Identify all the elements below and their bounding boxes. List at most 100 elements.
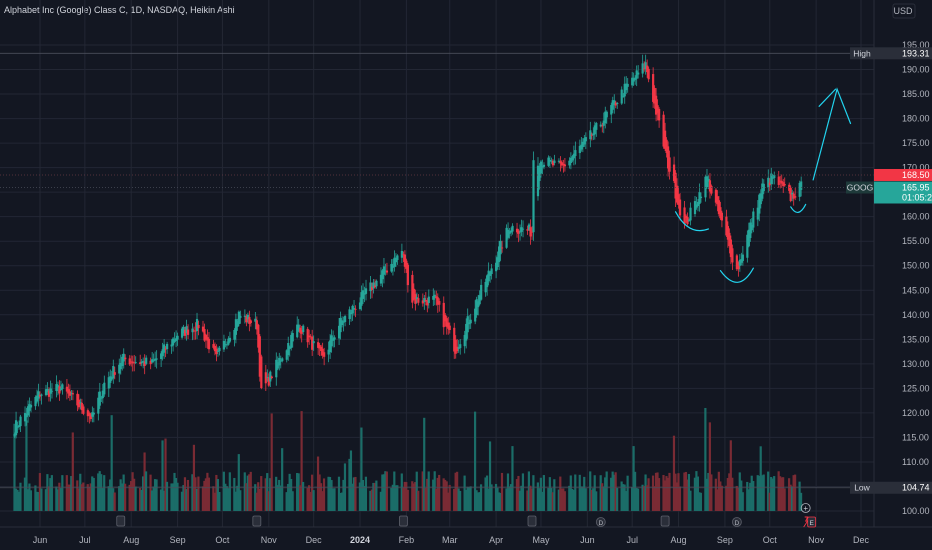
volume-bar [144,471,148,511]
volume-bar [530,488,534,511]
candle-body [557,160,561,162]
candle-body [662,114,665,147]
earnings-marker[interactable] [252,515,262,527]
volume-bar [197,476,200,511]
candle-body [616,102,619,105]
candle-body [339,317,342,333]
candle-body [309,336,312,338]
volume-bar [580,486,583,511]
candle-body [655,95,658,115]
volume-bar [720,485,723,511]
volume-bar [384,471,387,511]
candle-body [539,161,543,174]
volume-bar [581,486,584,511]
candle-body [463,334,466,347]
dividend-marker[interactable] [595,517,606,527]
time-tick-label: Feb [399,535,415,545]
volume-bar [447,492,450,511]
symbol-tag-label-bg [846,181,874,194]
candle-body [599,124,602,127]
volume-bar [245,483,248,511]
candles [13,54,803,439]
volume-bar [445,481,448,511]
volume-bar [150,490,154,511]
candle-body [361,290,365,299]
volume-bar [485,475,489,511]
earnings-marker[interactable] [660,515,670,527]
candle-body [122,353,125,362]
candle-body [19,416,22,427]
candle-body [281,358,284,362]
volume-bar [604,477,607,511]
candle-body [291,333,294,342]
volume-bar [351,483,354,511]
volume-bar [707,472,710,511]
drawing-left-shoulder[interactable] [674,211,710,232]
price-tick-label: 195.00 [902,40,930,50]
volume-bar [133,478,136,511]
candle-body [65,386,69,392]
add-event-button[interactable] [800,503,811,513]
volume-bar [527,471,531,511]
volume-bar [246,475,249,511]
volume-bar [307,485,311,511]
drawing-head[interactable] [719,267,754,283]
volume-bar [595,491,598,511]
candle-body [641,63,644,74]
volume-bar [644,474,647,511]
volume-bar [490,484,493,511]
volume-bar [118,486,121,511]
volume-bar [260,476,263,511]
candle-body [369,282,372,292]
volume-bar [484,477,487,511]
volume-bar [601,483,604,511]
candle-body [635,70,638,79]
volume-bar [68,484,71,511]
earnings-marker[interactable] [398,515,408,527]
candle-body [699,196,703,199]
candle-body [432,295,435,300]
candle-body [568,160,571,166]
candle-body [130,361,133,363]
volume-bar [475,490,478,511]
drawing-right-shoulder[interactable] [790,203,807,213]
prev-price-tag-bg [874,168,932,181]
price-tick-label: 190.00 [902,65,930,75]
earnings-marker[interactable] [116,515,126,527]
volume-bar [65,475,68,511]
earnings-marker[interactable] [527,515,537,527]
volume-bar [714,478,717,511]
candle-body [182,326,185,334]
candle-body [509,230,513,233]
candle-body [402,254,405,256]
last-price-tag-value: 165.95 [902,182,930,192]
drawing-projection-arrow[interactable] [812,87,852,181]
volume-bar [257,482,260,511]
currency-box[interactable] [892,3,916,19]
volume-bar [521,473,525,511]
candle-body [288,346,291,350]
candle-body [644,62,647,69]
dividend-marker[interactable] [731,517,742,527]
upcoming-earnings-marker[interactable] [807,516,817,528]
candle-body [783,184,786,186]
volume-bar [297,473,300,511]
volume-bar [508,486,511,511]
candle-body [592,133,595,136]
volume-bar [239,490,242,511]
price-tick-label: 185.00 [902,89,930,99]
volume-bar [279,485,282,511]
candle-body [390,263,393,272]
volume-bar [80,484,83,511]
volume-bar [641,484,644,511]
volume-bar [215,474,218,511]
candle-body [620,89,623,104]
lightning-icon[interactable] [803,516,809,528]
drawing-arrow-head[interactable] [818,88,837,107]
volume-bar [683,472,686,511]
candle-body [302,325,305,333]
candle-body [737,262,740,270]
volume-bar [557,489,560,511]
volume-bar [749,482,752,511]
